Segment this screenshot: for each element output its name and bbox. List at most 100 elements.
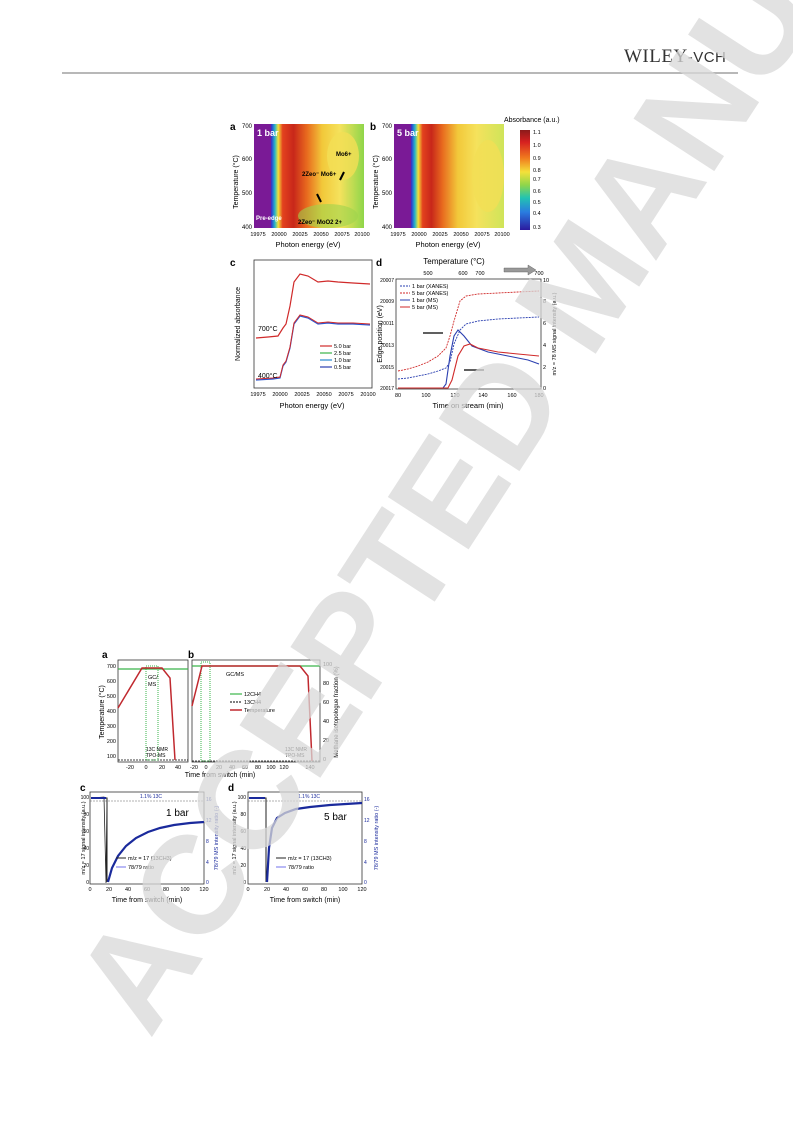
- tick-label: 20007: [380, 278, 394, 284]
- tick-label: 400: [382, 225, 393, 231]
- tick-label: 19975: [250, 232, 265, 238]
- axis-label-y: Temperature (°C): [372, 155, 380, 209]
- tick-label: 0: [86, 880, 89, 886]
- publisher-logo: WILEY-VCH: [624, 46, 726, 68]
- label-tpo: TPO-MS: [146, 753, 166, 759]
- tick-label: 20: [323, 738, 329, 744]
- legend-entry: 5.0 bar: [334, 344, 351, 350]
- tick-label: 20100: [354, 232, 369, 238]
- panel-letter: c: [80, 783, 86, 794]
- tick-label: 20050: [313, 232, 328, 238]
- tick-label: 400: [242, 225, 253, 231]
- tick-label: 60: [323, 700, 329, 706]
- tick-label: 600: [458, 271, 467, 277]
- plot-frame: [247, 791, 363, 885]
- tick-label: 0: [88, 887, 91, 893]
- switch-window: [200, 661, 211, 762]
- series-temperature: [191, 665, 313, 762]
- plot-frame: [253, 259, 373, 389]
- figure-2: a GC/ MS 13C NMR TPO-MS Temperature (°C)…: [80, 650, 380, 904]
- legend-entry: 0.5 bar: [334, 365, 351, 371]
- tick-label: 600: [382, 157, 393, 163]
- tick-label: 700: [382, 124, 393, 130]
- tick-label: 20000: [271, 232, 286, 238]
- tick-label: 500: [423, 271, 432, 277]
- publisher-main: WILEY: [624, 46, 688, 67]
- tick-label: 80: [83, 812, 89, 818]
- axis-label-x: Photon energy (eV): [415, 240, 481, 249]
- tick-label: 140: [305, 765, 314, 771]
- tick-label: 20075: [474, 232, 489, 238]
- legend: m/z = 17 (13CH3) 78/79 ratio: [276, 856, 332, 871]
- tick-label: 80: [323, 681, 329, 687]
- tick-label: 40: [283, 887, 289, 893]
- legend-entry: 5 bar (XANES): [412, 291, 449, 297]
- tick-label: 100: [81, 795, 90, 801]
- tick-label: 1.1: [533, 130, 541, 136]
- tick-label: 100: [338, 887, 347, 893]
- ratio-reference-label: 1.1% 13C: [140, 794, 162, 800]
- tick-label: 0.3: [533, 225, 541, 231]
- tick-label: 60: [302, 887, 308, 893]
- tick-label: 0.4: [533, 211, 541, 217]
- annotation-preedge: Pre-edge: [256, 216, 282, 222]
- tick-label: 500: [382, 191, 393, 197]
- tick-label: 80: [321, 887, 327, 893]
- heatmap-contour: [298, 204, 358, 228]
- tick-label: 20009: [380, 299, 394, 305]
- tick-label: 100: [107, 754, 116, 760]
- tick-label: 4: [206, 860, 209, 866]
- axis-label-y: Normalized absorbance: [235, 287, 242, 361]
- tick-label: 12: [206, 818, 212, 824]
- publisher-sub: -VCH: [687, 49, 727, 66]
- tick-label: 20015: [380, 365, 394, 371]
- tick-label: 80: [163, 887, 169, 893]
- legend: 1 bar (XANES) 5 bar (XANES) 1 bar (MS) 5…: [400, 284, 449, 311]
- tick-label: 400: [107, 709, 116, 715]
- legend-entry: 13CH4: [244, 700, 261, 706]
- axis-label-x: Time on stream (min): [433, 401, 504, 410]
- tick-label: 40: [125, 887, 131, 893]
- tick-label: 8: [364, 839, 367, 845]
- label-nmr: 13C NMR: [146, 747, 168, 753]
- annotation-zeo-mo6: 2Zeo⁻ Mo6+: [302, 172, 337, 178]
- panel-d: d 1.1% 13C 5 bar m/z = 17 (13CH3) 78/79 …: [228, 783, 380, 904]
- arrow-right-icon: [503, 264, 537, 276]
- colorbar-title: Absorbance (a.u.): [504, 117, 560, 124]
- axis-label-x: Photon energy (eV): [275, 240, 341, 249]
- tick-label: 140: [478, 393, 487, 399]
- tick-label: 20: [159, 765, 165, 771]
- legend-entry: m/z = 17 (13CH3): [128, 856, 172, 862]
- tick-label: 20025: [292, 232, 307, 238]
- annotation-zeo-moo2: 2Zeo⁻ MoO2 2+: [298, 220, 343, 226]
- tick-label: 20000: [411, 232, 426, 238]
- series-temperature: [117, 667, 176, 761]
- pressure-label: 1 bar: [257, 128, 279, 138]
- panel-letter: b: [188, 650, 194, 661]
- tick-label: 20: [240, 863, 246, 869]
- heatmap-contour: [472, 140, 504, 212]
- label-400c: 400°C: [258, 372, 278, 380]
- plot-frame: [191, 659, 321, 763]
- pressure-label: 5 bar: [397, 128, 419, 138]
- plot-frame: [117, 659, 189, 763]
- plot-frame: [395, 278, 542, 390]
- tick-label: 60: [240, 829, 246, 835]
- series-mz17: [249, 797, 267, 882]
- legend: m/z = 17 (13CH3) 78/79 ratio: [116, 856, 172, 871]
- tick-label: 0: [144, 765, 147, 771]
- series-line: [255, 314, 371, 380]
- panel-letter: a: [230, 122, 236, 133]
- axis-label-y-left: m/z = 17 signal intensity (a.u.): [81, 801, 87, 874]
- series-xanes-1bar: [397, 316, 540, 380]
- tick-label: 500: [107, 694, 116, 700]
- tick-label: 0.5: [533, 200, 541, 206]
- tick-label: 16: [206, 797, 212, 803]
- tick-label: 100: [238, 795, 247, 801]
- top-axis-title: Temperature (°C): [423, 257, 485, 266]
- tick-label: 600: [107, 679, 116, 685]
- label-nmr: 13C NMR: [285, 747, 307, 753]
- panel-letter: c: [230, 258, 236, 269]
- tick-label: 20: [264, 887, 270, 893]
- legend-entry: 78/79 ratio: [288, 865, 314, 871]
